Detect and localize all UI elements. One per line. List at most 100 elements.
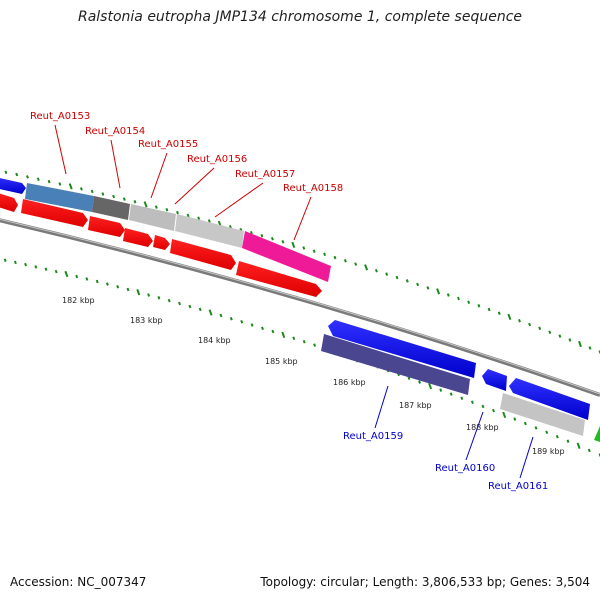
genes-value: 3,504 [555, 575, 590, 589]
gene-feature-purple[interactable] [321, 334, 470, 395]
gene-feature-red-5[interactable] [153, 235, 170, 250]
tick-label-186: 186 kbp [333, 378, 366, 387]
top-label-leaders [54, 124, 312, 241]
inner-tick-mark [147, 293, 151, 297]
outer-tick-mark [467, 300, 471, 304]
inner-tick-mark [198, 307, 202, 312]
inner-tick-mark [470, 400, 474, 405]
inner-tick-mark [439, 388, 443, 392]
inner-tick-mark [566, 439, 570, 443]
gene-feature-steelblue[interactable] [25, 183, 94, 212]
outer-tick-mark [36, 177, 40, 181]
gene-feature-darkgray[interactable] [92, 196, 130, 220]
inner-tick-mark [481, 404, 485, 409]
outer-tick-mark [497, 311, 501, 315]
inner-tick-mark [598, 453, 600, 457]
length-label: Length: [372, 575, 419, 589]
inner-tick-mark [34, 265, 38, 269]
outer-tick-mark [90, 189, 94, 194]
inner-tick-mark [271, 329, 275, 334]
inner-tick-mark [178, 301, 181, 306]
gene-label-reut-a0158[interactable]: Reut_A0158 [283, 183, 343, 194]
map-title: Ralstonia eutropha JMP134 chromosome 1, … [77, 9, 522, 25]
outer-tick-mark [154, 205, 158, 209]
outer-tick-mark [323, 252, 327, 257]
outer-tick-mark [47, 179, 51, 184]
gene-feature-red-7[interactable] [236, 261, 322, 297]
outer-tick-mark [343, 259, 347, 263]
gene-label-reut-a0155[interactable]: Reut_A0155 [138, 139, 198, 150]
tick-label-182: 182 kbp [62, 296, 95, 305]
inner-tick-mark [281, 331, 286, 339]
inner-tick-mark [261, 326, 264, 331]
outer-tick-mark [26, 175, 29, 179]
outer-tick-mark [364, 264, 369, 271]
inner-tick-mark [24, 262, 28, 267]
tick-label-187: 187 kbp [399, 401, 432, 410]
accession-label: Accession: [10, 575, 74, 589]
gene-feature-lightgray-3[interactable] [500, 393, 585, 436]
inner-tick-mark [523, 421, 527, 426]
gene-feature-blue-2[interactable] [328, 320, 476, 378]
inner-tick-mark [449, 392, 453, 396]
outer-tick-mark [395, 275, 399, 280]
outer-tick-mark [528, 322, 532, 327]
gene-feature-lightgray-2[interactable] [175, 214, 244, 248]
topology-label: Topology: [260, 575, 317, 589]
gene-feature-blue-3[interactable] [482, 369, 507, 391]
gene-label-reut-a0161[interactable]: Reut_A0161 [488, 481, 548, 492]
inner-tick-mark [136, 289, 141, 296]
inner-tick-mark [534, 426, 538, 430]
gene-feature-red-2[interactable] [21, 199, 88, 227]
outer-tick-mark [312, 249, 316, 253]
outer-tick-mark [165, 208, 169, 212]
gene-label-reut-a0154[interactable]: Reut_A0154 [85, 126, 145, 137]
inner-tick-mark [85, 277, 89, 281]
inner-tick-mark [75, 274, 79, 279]
gene-feature-blue-4[interactable] [509, 378, 590, 420]
outer-tick-mark [270, 236, 274, 241]
outer-tick-mark [133, 200, 137, 204]
gene-feature-green-edge[interactable] [594, 426, 600, 442]
gene-label-reut-a0159[interactable]: Reut_A0159 [343, 431, 403, 442]
inner-tick-mark [555, 434, 559, 439]
outer-tick-mark [446, 293, 450, 297]
outer-tick-mark [79, 187, 83, 191]
gene-feature-red-6[interactable] [170, 239, 236, 270]
outer-tick-mark [186, 213, 190, 218]
outer-tick-mark [354, 262, 358, 266]
inner-tick-mark [229, 316, 233, 321]
outer-tick-mark [58, 182, 62, 186]
gene-label-reut-a0157[interactable]: Reut_A0157 [235, 169, 295, 180]
inner-tick-mark [587, 448, 591, 453]
gene-feature-red-1[interactable] [0, 192, 18, 212]
inner-tick-mark [116, 285, 120, 289]
accession-info: Accession: NC_007347 [10, 575, 146, 589]
gene-feature-lightgray-1[interactable] [129, 204, 176, 231]
gene-feature-red-4[interactable] [123, 228, 153, 247]
tick-label-185: 185 kbp [265, 357, 298, 366]
inner-tick-mark [418, 380, 422, 384]
gene-feature-red-3[interactable] [88, 216, 125, 237]
inner-tick-mark [460, 396, 464, 400]
inner-tick-mark [492, 408, 495, 413]
inner-tick-mark [44, 267, 48, 271]
gene-label-reut-a0156[interactable]: Reut_A0156 [187, 154, 247, 165]
outer-tick-mark [197, 216, 201, 220]
gene-feature-magenta[interactable] [242, 231, 331, 282]
inner-tick-mark [54, 269, 58, 274]
outer-tick-mark [15, 172, 19, 177]
outer-tick-mark [143, 201, 148, 208]
outer-tick-mark [598, 350, 600, 354]
gene-label-reut-a0160[interactable]: Reut_A0160 [435, 463, 495, 474]
outer-tick-mark [291, 241, 296, 249]
gene-feature-blue-1[interactable] [0, 177, 26, 194]
inner-tick-mark [250, 323, 254, 327]
gene-label-reut-a0153[interactable]: Reut_A0153 [30, 111, 90, 122]
inner-tick-mark [13, 260, 17, 265]
inner-tick-mark [576, 442, 581, 449]
inner-tick-mark [157, 296, 161, 300]
inner-tick-mark [240, 320, 244, 324]
topology-value: circular [320, 575, 365, 589]
